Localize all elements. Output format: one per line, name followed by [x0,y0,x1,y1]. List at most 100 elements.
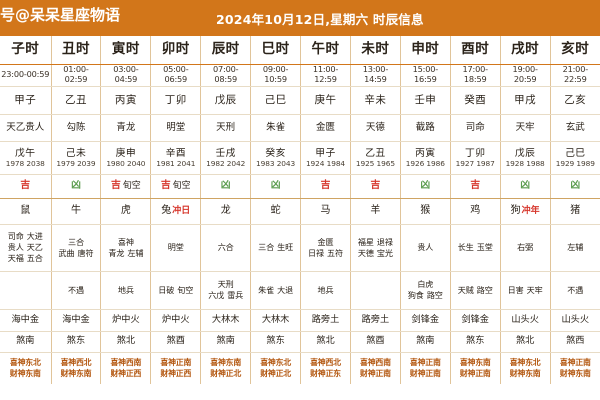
inauspicious-god-label: 雷兵 [227,290,244,300]
time-range-cell: 05:00-06:59 [150,64,202,87]
zodiac-animal-label: 狗 [510,205,521,217]
inauspicious-gods-cell: 天贼 路空 [450,271,501,310]
zodiac-animal-label: 牛 [70,205,81,217]
lucky-direction-cell: 喜神西北 财神正东 [300,352,351,384]
auspicious-god-label: 武曲 [58,247,75,258]
auspicious-god-label: 日禄 [308,247,324,258]
branch-name-cell[interactable]: 子时 [0,36,52,65]
time-range-cell: 01:00-02:59 [51,64,102,87]
auspicious-god-label: 青龙 [108,247,125,258]
auspicious-god-label: 天乙 [26,242,43,253]
year-numbers-label: 1980 2040 [106,159,146,169]
hour-deity-cell: 青龙 [100,114,152,142]
sha-direction-cell: 煞南 [200,331,252,353]
branch-name-cell[interactable]: 辰时 [200,36,252,65]
time-range-cell: 09:00-10:59 [250,64,302,87]
hour-ganzhi-cell: 庚午 [300,86,351,115]
nayin-element-cell: 路旁土 [350,309,401,332]
lucky-direction-cell: 喜神东南 财神正南 [450,352,501,384]
sha-direction-cell: 煞南 [400,331,451,353]
auspicious-god-pair: 福星 退禄 [352,237,399,248]
auspicious-god-pair: 贵人 天乙 [1,242,50,253]
almanac-table: 子时 丑时 寅时 卯时 辰时 巳时 午时 未时 申时 酉时 戌时 亥时 23:00-00:59 01:0… [0,36,600,384]
luck-badge: 凶 [570,180,581,192]
branch-name-cell[interactable]: 未时 [350,36,401,65]
row-lucky-directions: 喜神东北 财神东南 喜神西北 财神东南 喜神西南 财神正西 喜神正南 财神正西 喜神东南 财神正北… [0,352,600,384]
nayin-element-cell: 剑锋金 [450,309,501,332]
inauspicious-god-label: 路空 [426,290,443,300]
year-ganzhi-cell: 壬戌 1982 2042 [200,141,252,175]
year-ganzhi-cell: 丁卯 1927 1987 [450,141,501,175]
caishen-direction-label: 财神东南 [509,369,541,379]
branch-name-cell[interactable]: 午时 [300,36,351,65]
xunkong-label: 旬空 [122,181,141,192]
zodiac-animal-cell: 狗冲年 [500,198,551,225]
xishen-direction-label: 喜神东南 [459,358,491,368]
year-numbers-label: 1926 1986 [405,159,445,169]
year-numbers-label: 1979 2039 [56,159,96,169]
inauspicious-gods-cell: 朱雀 大退 [250,271,302,310]
branch-name-cell[interactable]: 申时 [400,36,451,65]
branch-name-cell[interactable]: 巳时 [250,36,302,65]
year-ganzhi-label: 壬戌 [215,147,236,159]
inauspicious-gods-cell: 地兵 [100,271,152,310]
inauspicious-gods-cell: 日害 天牢 [500,271,551,310]
branch-name-cell[interactable]: 酉时 [450,36,501,65]
branch-name-cell[interactable]: 丑时 [51,36,102,65]
caishen-direction-label: 财神正北 [210,369,242,379]
year-ganzhi-cell: 乙丑 1925 1965 [350,141,401,175]
auspicious-god-label: 天福 [7,252,24,263]
year-ganzhi-label: 辛酉 [165,147,186,159]
year-numbers-label: 1925 1965 [355,159,395,169]
auspicious-gods-cell: 司命 大进 贵人 天乙 天福 五合 [0,224,52,272]
auspicious-gods-cell: 福星 退禄 天德 宝光 [350,224,401,272]
year-ganzhi-label: 戊午 [15,147,36,159]
branch-name-cell[interactable]: 亥时 [550,36,600,65]
hour-ganzhi-cell: 丁卯 [150,86,202,115]
year-ganzhi-label: 戊辰 [514,147,536,159]
time-range-cell: 19:00-20:59 [500,64,551,87]
time-range-cell: 07:00-08:59 [200,64,252,87]
inauspicious-god-label: 地兵 [317,284,334,295]
hour-deity-cell: 天德 [350,114,401,142]
luck-rating-cell: 吉旬空 [100,174,152,199]
auspicious-gods-cell: 贵人 [400,224,451,272]
inauspicious-god-label: 不遇 [567,284,584,295]
hour-deity-cell: 天牢 [500,114,551,142]
auspicious-god-label: 司命 [7,231,24,242]
xishen-direction-label: 喜神西北 [310,358,341,368]
branch-name-cell[interactable]: 卯时 [150,36,202,65]
year-ganzhi-label: 丁卯 [465,147,486,159]
inauspicious-god-pair: 六戊 雷兵 [202,290,249,301]
page-title: 2024年10月12日,星期六 时辰信息 [216,12,424,27]
year-ganzhi-cell: 丙寅 1926 1986 [400,141,451,175]
xishen-direction-label: 喜神正南 [409,358,441,368]
year-ganzhi-label: 己巳 [565,147,586,159]
auspicious-god-label: 宝光 [376,247,393,258]
branch-name-cell[interactable]: 寅时 [100,36,152,65]
auspicious-god-label: 左辅 [127,247,144,258]
time-range-cell: 03:00-04:59 [100,64,152,87]
hour-ganzhi-cell: 戊辰 [200,86,252,115]
branch-name-cell[interactable]: 戌时 [500,36,551,65]
zodiac-animal-cell: 马 [300,198,351,225]
luck-badge: 吉 [370,180,381,192]
inauspicious-god-label: 狗食 [407,290,424,300]
inauspicious-gods-cell [350,271,401,310]
auspicious-god-pair: 三合 生旺 [252,242,299,253]
zodiac-animal-cell: 鼠 [0,198,52,225]
zodiac-animal-cell: 牛 [51,198,102,225]
auspicious-gods-cell: 长生 玉堂 [450,224,501,272]
nayin-element-cell: 剑锋金 [400,309,451,332]
luck-rating-cell: 凶 [500,174,551,199]
chong-marker: 冲年 [521,206,540,217]
year-ganzhi-cell: 辛酉 1981 2041 [150,141,202,175]
auspicious-god-label: 贵人 [7,242,24,253]
time-range-cell: 21:00-22:59 [550,64,600,87]
caishen-direction-label: 财神正北 [260,369,291,379]
zodiac-animal-cell: 龙 [200,198,252,225]
auspicious-god-label: 玉堂 [476,242,493,253]
luck-badge: 吉 [320,180,331,192]
caishen-direction-label: 财神正南 [459,369,491,379]
